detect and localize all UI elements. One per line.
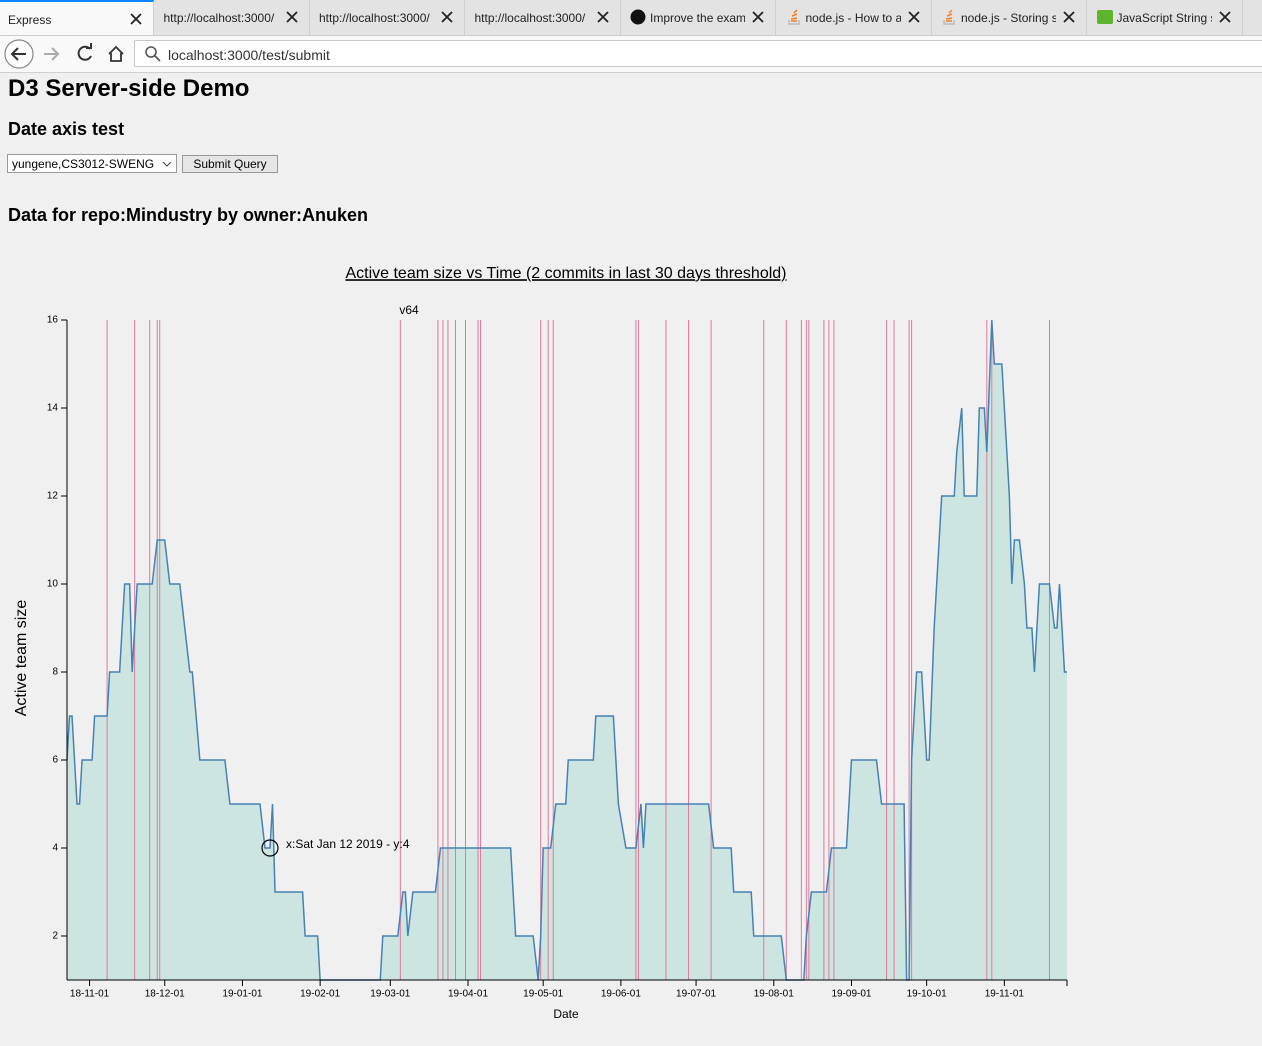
y-tick-label: 14 bbox=[47, 403, 59, 414]
tab[interactable]: Improve the exam bbox=[622, 0, 776, 35]
area bbox=[67, 320, 1067, 980]
tab-icon bbox=[787, 9, 800, 25]
chart: Active team size vs Time (2 commits in l… bbox=[13, 265, 1068, 1021]
tab[interactable]: Express bbox=[0, 0, 154, 35]
tab-title: Improve the exam bbox=[650, 11, 745, 25]
search-icon bbox=[145, 46, 161, 62]
tab[interactable]: http://localhost:3000/ bbox=[156, 0, 310, 35]
y-tick-label: 4 bbox=[52, 843, 58, 854]
release-label: v64 bbox=[399, 303, 419, 317]
tab-title: node.js - Storing s bbox=[961, 11, 1056, 25]
x-tick-label: 19-02-01 bbox=[300, 989, 340, 1000]
tab-close[interactable] bbox=[907, 11, 920, 23]
select[interactable]: yungene,CS3012-SWENG bbox=[7, 154, 177, 173]
tab-close[interactable] bbox=[752, 11, 764, 23]
url: localhost:3000/test/submit bbox=[168, 47, 330, 63]
tab[interactable]: http://localhost:3000/ bbox=[311, 0, 465, 35]
y-tick-label: 6 bbox=[52, 755, 58, 766]
y-tick-label: 16 bbox=[47, 315, 59, 326]
x-tick-label: 19-03-01 bbox=[370, 989, 410, 1000]
tab-title: node.js - How to a bbox=[805, 11, 901, 25]
y-tick-label: 12 bbox=[47, 491, 59, 502]
focus-circle bbox=[261, 839, 279, 857]
tab[interactable]: JavaScript String s bbox=[1089, 0, 1243, 35]
tab-close[interactable] bbox=[441, 11, 453, 23]
tab-close[interactable] bbox=[130, 13, 142, 25]
x-tick-label: 19-05-01 bbox=[523, 989, 563, 1000]
line bbox=[66, 319, 1067, 981]
x-axis-label: Date bbox=[553, 1007, 579, 1021]
x-tick-label: 18-12-01 bbox=[145, 989, 185, 1000]
page-subtitle: Date axis test bbox=[8, 119, 125, 139]
tab-close[interactable] bbox=[285, 11, 298, 23]
tab-title: http://localhost:3000/ bbox=[319, 11, 430, 25]
select-value: yungene,CS3012-SWENG bbox=[12, 157, 155, 171]
x-tick-label: 19-06-01 bbox=[601, 989, 641, 1000]
tab-bar: Express http://localhost:3000/http://loca… bbox=[0, 0, 1262, 36]
select-arrow bbox=[162, 161, 172, 167]
page-title: D3 Server-side Demo bbox=[8, 75, 250, 102]
y-tick-label: 2 bbox=[52, 931, 58, 942]
tab-icon bbox=[630, 9, 646, 25]
nav-buttons[interactable] bbox=[0, 36, 134, 72]
tab-close[interactable] bbox=[1218, 11, 1231, 23]
chart-title: Active team size vs Time (2 commits in l… bbox=[345, 265, 786, 282]
tab-close[interactable] bbox=[1063, 11, 1075, 23]
x-tick-label: 19-09-01 bbox=[831, 989, 871, 1000]
nav-bar: localhost:3000/test/submit bbox=[0, 36, 1262, 73]
x-tick-label: 19-04-01 bbox=[448, 989, 488, 1000]
tab-title: JavaScript String s bbox=[1116, 11, 1212, 25]
y-tick-label: 10 bbox=[47, 579, 59, 590]
y-tick-label: 8 bbox=[52, 667, 58, 678]
data-heading: Data for repo:Mindustry by owner:Anuken bbox=[8, 205, 369, 225]
y-axis-label: Active team size bbox=[13, 600, 30, 717]
tab-title: http://localhost:3000/ bbox=[163, 11, 275, 25]
x-tick-label: 19-08-01 bbox=[754, 989, 794, 1000]
address-bar[interactable]: localhost:3000/test/submit bbox=[134, 40, 1262, 67]
x-tick-label: 18-11-01 bbox=[70, 989, 110, 1000]
x-tick-label: 19-10-01 bbox=[907, 989, 947, 1000]
tab[interactable]: node.js - How to a bbox=[778, 0, 932, 35]
x-tick-label: 19-11-01 bbox=[985, 989, 1025, 1000]
tab[interactable]: http://localhost:3000/ bbox=[467, 0, 621, 35]
tab-icon bbox=[943, 9, 955, 25]
tab-icon bbox=[1096, 10, 1113, 24]
x-tick-label: 19-07-01 bbox=[676, 989, 716, 1000]
x-tick-label: 19-01-01 bbox=[222, 989, 262, 1000]
tab-title: http://localhost:3000/ bbox=[474, 11, 586, 25]
tab[interactable]: node.js - Storing s bbox=[933, 0, 1087, 35]
tooltip-text: x:Sat Jan 12 2019 - y:4 bbox=[286, 837, 410, 851]
tab-close[interactable] bbox=[596, 11, 609, 23]
tab-title: Express bbox=[8, 13, 52, 27]
submit-button[interactable]: Submit Query bbox=[182, 155, 278, 173]
